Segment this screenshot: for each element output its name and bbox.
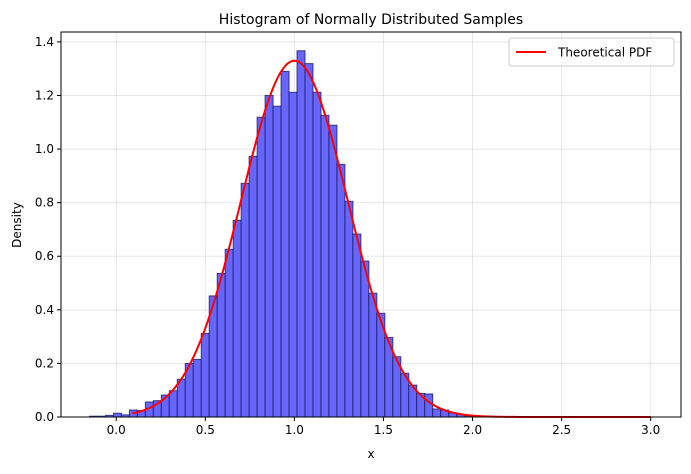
histogram-bars (89, 50, 474, 418)
legend: Theoretical PDF (508, 37, 675, 67)
y-tick-label: 0.8 (35, 196, 54, 210)
histogram-bar (240, 182, 250, 418)
y-tick-label: 0.4 (35, 303, 54, 317)
histogram-bar (264, 94, 274, 418)
histogram-bar (192, 358, 202, 418)
plot-frame (60, 31, 682, 418)
x-tick-label: 2.5 (552, 423, 571, 437)
x-tick-label: 1.5 (374, 423, 393, 437)
histogram-bar (320, 114, 330, 418)
histogram-bar (224, 248, 234, 418)
y-tick-label: 0.0 (35, 410, 54, 424)
histogram-bar (432, 408, 442, 418)
histogram-bar (168, 390, 178, 418)
histogram-bar (424, 393, 434, 418)
histogram-bar (200, 332, 210, 418)
histogram-bar (176, 378, 186, 418)
histogram-bar (288, 91, 298, 418)
x-tick-label: 0.5 (196, 423, 215, 437)
histogram-bar (352, 233, 362, 418)
x-tick-label: 1.0 (285, 423, 304, 437)
histogram-bar (336, 163, 346, 418)
x-tick-label: 0.0 (107, 423, 126, 437)
x-tick-label: 2.0 (463, 423, 482, 437)
y-tick-label: 0.6 (35, 249, 54, 263)
histogram-bar (256, 116, 266, 418)
histogram-bar (232, 219, 242, 418)
histogram-bar (248, 155, 258, 418)
x-tick-label: 3.0 (641, 423, 660, 437)
histogram-bar (368, 292, 378, 418)
histogram-bar (312, 91, 322, 418)
histogram-bar (272, 105, 282, 418)
histogram-bar (216, 272, 226, 418)
histogram-bar (280, 70, 290, 418)
y-tick-label: 1.4 (35, 35, 54, 49)
histogram-bar (328, 124, 338, 418)
histogram-bar (296, 50, 306, 418)
histogram-bar (344, 200, 354, 418)
y-tick-label: 1.0 (35, 142, 54, 156)
x-axis-ticks: 0.0 0.5 1.0 1.5 2.0 2.5 3.0 (107, 417, 660, 437)
histogram-bar (112, 412, 122, 418)
legend-box (508, 37, 675, 67)
y-axis-label: Density (10, 202, 24, 248)
histogram-bar (304, 63, 314, 418)
y-tick-label: 0.2 (35, 356, 54, 370)
y-axis-ticks: 0.0 0.2 0.4 0.6 0.8 1.0 1.2 1.4 (35, 35, 61, 424)
y-tick-label: 1.2 (35, 88, 54, 102)
grid (61, 32, 681, 418)
histogram-bar (360, 260, 370, 418)
x-axis-label: x (367, 447, 374, 461)
legend-label: Theoretical PDF (557, 46, 652, 60)
chart-title: Histogram of Normally Distributed Sample… (219, 12, 523, 28)
